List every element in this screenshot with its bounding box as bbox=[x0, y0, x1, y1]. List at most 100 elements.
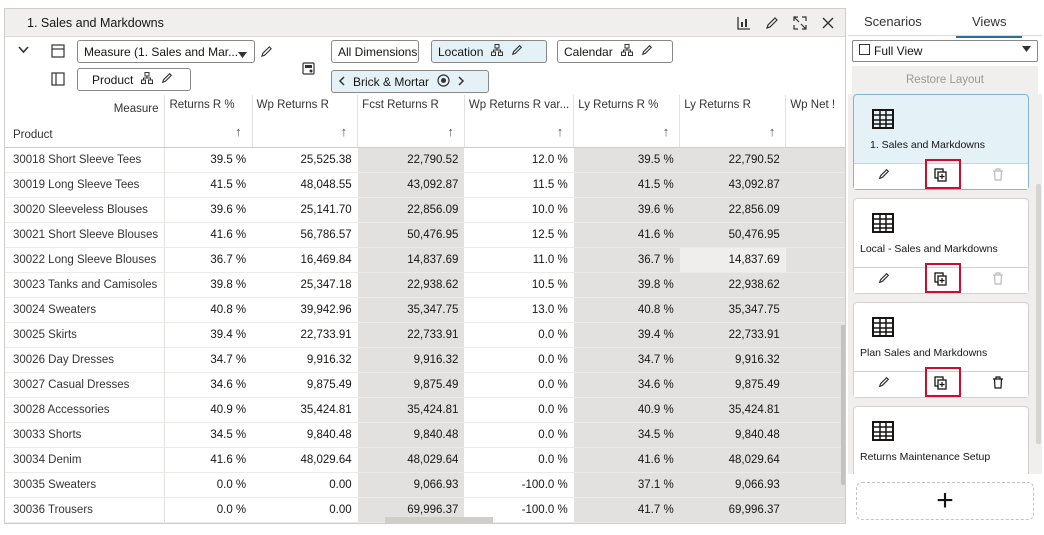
edit-calendar-icon[interactable] bbox=[641, 44, 653, 59]
wp-returns-r-var-cell[interactable]: 12.0 % bbox=[464, 147, 574, 173]
wp-net-cell[interactable] bbox=[785, 422, 845, 448]
location-dimension-pill[interactable]: Location bbox=[431, 40, 547, 63]
calendar-dimension-pill[interactable]: Calendar bbox=[557, 40, 673, 63]
wp-returns-r-var-cell[interactable]: -100.0 % bbox=[464, 497, 574, 523]
wp-returns-r-var-cell[interactable]: 0.0 % bbox=[464, 397, 574, 423]
vertical-scrollbar[interactable] bbox=[841, 325, 845, 485]
returns-r-pct-cell[interactable]: 36.7 % bbox=[164, 247, 253, 273]
hierarchy-icon[interactable] bbox=[620, 44, 633, 59]
wp-net-cell[interactable] bbox=[785, 322, 845, 348]
sort-up-icon[interactable]: ↑ bbox=[768, 123, 776, 139]
table-row[interactable]: 30018 Short Sleeve Tees 39.5 % 25,525.38 22… bbox=[5, 147, 845, 173]
ly-returns-r-pct-cell[interactable]: 41.6 % bbox=[573, 222, 680, 248]
returns-r-pct-cell[interactable]: 34.7 % bbox=[164, 347, 253, 373]
sort-up-icon[interactable]: ↑ bbox=[556, 123, 564, 139]
ly-returns-r-pct-cell[interactable]: 39.4 % bbox=[573, 322, 680, 348]
ly-returns-r-cell[interactable]: 69,996.37 bbox=[679, 497, 786, 523]
sort-up-icon[interactable]: ↑ bbox=[662, 123, 670, 139]
edit-view-icon[interactable] bbox=[878, 376, 890, 391]
returns-r-pct-cell[interactable]: 34.5 % bbox=[164, 422, 253, 448]
returns-r-pct-cell[interactable]: 41.6 % bbox=[164, 222, 253, 248]
wp-net-cell[interactable] bbox=[785, 372, 845, 398]
wp-returns-r-var-cell[interactable]: -100.0 % bbox=[464, 472, 574, 498]
ly-returns-r-pct-cell[interactable]: 39.8 % bbox=[573, 272, 680, 298]
column-header[interactable]: Wp Net ! bbox=[785, 95, 845, 148]
ly-returns-r-cell[interactable]: 48,029.64 bbox=[679, 447, 786, 473]
fcst-returns-r-cell[interactable]: 22,733.91 bbox=[357, 322, 465, 348]
ly-returns-r-pct-cell[interactable]: 37.1 % bbox=[573, 472, 680, 498]
view-card[interactable]: 1. Sales and Markdowns bbox=[853, 94, 1029, 190]
target-icon[interactable] bbox=[437, 73, 450, 90]
table-row[interactable]: 30023 Tanks and Camisoles 39.8 % 25,347.18… bbox=[5, 272, 845, 298]
sort-up-icon[interactable]: ↑ bbox=[447, 123, 454, 139]
returns-r-pct-cell[interactable]: 41.6 % bbox=[164, 447, 253, 473]
wp-returns-r-cell[interactable]: 35,424.81 bbox=[252, 397, 358, 423]
table-row[interactable]: 30035 Sweaters 0.0 % 0.00 9,066.93 -100.0 % 3… bbox=[5, 472, 845, 498]
wp-returns-r-var-cell[interactable]: 11.5 % bbox=[464, 172, 574, 198]
wp-net-cell[interactable] bbox=[785, 397, 845, 423]
table-row[interactable]: 30034 Denim 41.6 % 48,029.64 48,029.64 0.0 %… bbox=[5, 447, 845, 473]
fcst-returns-r-cell[interactable]: 9,875.49 bbox=[357, 372, 465, 398]
ly-returns-r-cell[interactable]: 35,347.75 bbox=[679, 297, 786, 323]
column-header[interactable]: Fcst Returns R ↑ bbox=[357, 95, 465, 148]
ly-returns-r-cell[interactable]: 22,856.09 bbox=[679, 197, 786, 223]
horizontal-scrollbar[interactable] bbox=[385, 517, 493, 523]
ly-returns-r-cell[interactable]: 9,066.93 bbox=[679, 472, 786, 498]
table-row[interactable]: 30036 Trousers 0.0 % 0.00 69,996.37 -100.0 %… bbox=[5, 497, 845, 523]
table-row[interactable]: 30025 Skirts 39.4 % 22,733.91 22,733.91 0.0 … bbox=[5, 322, 845, 348]
wp-net-cell[interactable] bbox=[785, 247, 845, 273]
edit-measure-icon[interactable] bbox=[257, 42, 275, 60]
copy-view-icon[interactable] bbox=[934, 376, 948, 393]
wp-returns-r-var-cell[interactable]: 0.0 % bbox=[464, 447, 574, 473]
chart-icon[interactable] bbox=[735, 14, 753, 32]
wp-returns-r-cell[interactable]: 22,733.91 bbox=[252, 322, 358, 348]
pivot-icon[interactable] bbox=[299, 59, 317, 77]
ly-returns-r-pct-cell[interactable]: 39.6 % bbox=[573, 197, 680, 223]
wp-net-cell[interactable] bbox=[785, 472, 845, 498]
wp-returns-r-cell[interactable]: 9,875.49 bbox=[252, 372, 358, 398]
view-card[interactable]: Plan Sales and Markdowns bbox=[853, 302, 1029, 398]
collapse-chevron-icon[interactable] bbox=[18, 43, 29, 57]
wp-returns-r-cell[interactable]: 25,141.70 bbox=[252, 197, 358, 223]
fcst-returns-r-cell[interactable]: 35,424.81 bbox=[357, 397, 465, 423]
ly-returns-r-pct-cell[interactable]: 41.6 % bbox=[573, 447, 680, 473]
hierarchy-icon[interactable] bbox=[491, 44, 504, 59]
fcst-returns-r-cell[interactable]: 43,092.87 bbox=[357, 172, 465, 198]
ly-returns-r-pct-cell[interactable]: 34.7 % bbox=[573, 347, 680, 373]
table-row[interactable]: 30027 Casual Dresses 34.6 % 9,875.49 9,875.… bbox=[5, 372, 845, 398]
column-header[interactable]: Returns R % ↑ bbox=[164, 95, 253, 148]
returns-r-pct-cell[interactable]: 41.5 % bbox=[164, 172, 253, 198]
ly-returns-r-pct-cell[interactable]: 34.6 % bbox=[573, 372, 680, 398]
wp-net-cell[interactable] bbox=[785, 197, 845, 223]
wp-returns-r-var-cell[interactable]: 0.0 % bbox=[464, 347, 574, 373]
wp-returns-r-cell[interactable]: 48,048.55 bbox=[252, 172, 358, 198]
column-header[interactable]: Wp Returns R ↑ bbox=[252, 95, 359, 148]
fcst-returns-r-cell[interactable]: 9,840.48 bbox=[357, 422, 465, 448]
returns-r-pct-cell[interactable]: 40.8 % bbox=[164, 297, 253, 323]
wp-returns-r-cell[interactable]: 0.00 bbox=[252, 472, 358, 498]
restore-layout-button[interactable]: Restore Layout bbox=[852, 66, 1038, 94]
all-dimensions-button[interactable]: All Dimensions bbox=[331, 40, 419, 63]
fcst-returns-r-cell[interactable]: 48,029.64 bbox=[357, 447, 465, 473]
returns-r-pct-cell[interactable]: 0.0 % bbox=[164, 472, 253, 498]
wp-net-cell[interactable] bbox=[785, 172, 845, 198]
expand-icon[interactable] bbox=[791, 14, 809, 32]
ly-returns-r-pct-cell[interactable]: 34.5 % bbox=[573, 422, 680, 448]
ly-returns-r-cell[interactable]: 9,916.32 bbox=[679, 347, 786, 373]
wp-net-cell[interactable] bbox=[785, 497, 845, 523]
wp-net-cell[interactable] bbox=[785, 147, 845, 173]
wp-returns-r-var-cell[interactable]: 12.5 % bbox=[464, 222, 574, 248]
ly-returns-r-cell[interactable]: 22,733.91 bbox=[679, 322, 786, 348]
fcst-returns-r-cell[interactable]: 35,347.75 bbox=[357, 297, 465, 323]
table-row[interactable]: 30024 Sweaters 40.8 % 39,942.96 35,347.75 13… bbox=[5, 297, 845, 323]
wp-returns-r-cell[interactable]: 9,840.48 bbox=[252, 422, 358, 448]
ly-returns-r-cell[interactable]: 9,875.49 bbox=[679, 372, 786, 398]
tab-scenarios[interactable]: Scenarios bbox=[864, 14, 922, 29]
wp-returns-r-var-cell[interactable]: 11.0 % bbox=[464, 247, 574, 273]
tab-views[interactable]: Views bbox=[955, 14, 1024, 38]
ly-returns-r-cell[interactable]: 22,790.52 bbox=[679, 147, 786, 173]
product-dimension-pill[interactable]: Product bbox=[77, 68, 191, 91]
ly-returns-r-pct-cell[interactable]: 36.7 % bbox=[573, 247, 680, 273]
row-layout-icon[interactable] bbox=[49, 42, 67, 60]
ly-returns-r-pct-cell[interactable]: 39.5 % bbox=[573, 147, 680, 173]
